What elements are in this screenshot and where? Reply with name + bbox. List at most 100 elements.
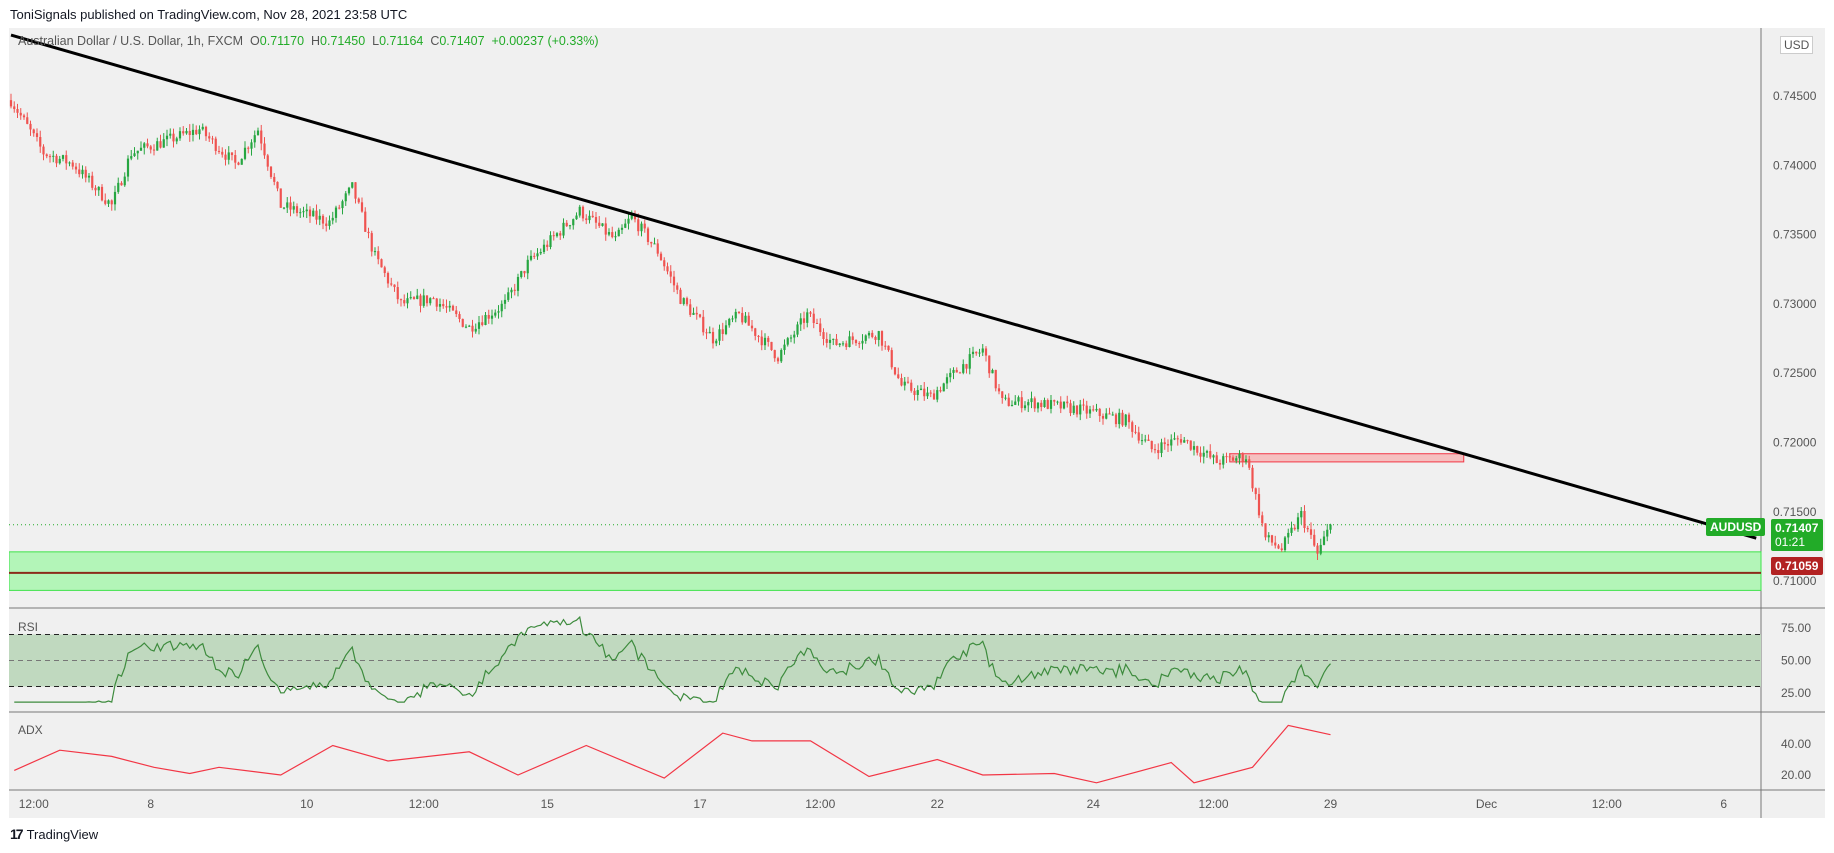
candle-body — [448, 305, 451, 308]
candle-body — [526, 259, 529, 274]
candle-body — [133, 153, 136, 157]
candle-body — [1066, 401, 1069, 404]
candle-body — [84, 169, 87, 178]
candle-body — [1150, 440, 1153, 450]
candle-body — [120, 182, 123, 186]
adx-line — [14, 724, 1331, 784]
price-tick: 0.74000 — [1773, 158, 1817, 172]
candle-body — [1020, 397, 1023, 409]
candle-body — [165, 135, 169, 140]
candle-body — [962, 364, 965, 373]
candle-body — [1092, 409, 1095, 411]
candle-body — [100, 186, 104, 201]
candle-body — [692, 312, 695, 315]
candle-body — [1017, 397, 1020, 402]
candle-body — [581, 206, 585, 219]
tradingview-logo[interactable]: 17 TradingView — [10, 826, 98, 842]
candle-body — [312, 210, 315, 217]
candle-body — [269, 166, 273, 177]
candle-body — [630, 214, 633, 219]
adx-tick: 40.00 — [1781, 737, 1811, 751]
candle-body — [13, 106, 16, 110]
candle-body — [906, 381, 910, 383]
candle-body — [1212, 455, 1215, 458]
candle-body — [802, 318, 806, 323]
candle-body — [81, 169, 84, 175]
candle-body — [250, 142, 253, 149]
candle-body — [1014, 401, 1017, 405]
candle-body — [175, 138, 178, 142]
candle-body — [682, 298, 685, 304]
candle-body — [1196, 446, 1199, 453]
symbol-name: Australian Dollar / U.S. Dollar, 1h, FXC… — [18, 34, 244, 48]
candle-body — [715, 340, 718, 344]
candle-body — [110, 200, 113, 205]
candle-body — [198, 129, 201, 135]
candle-body — [295, 206, 299, 213]
candle-body — [939, 390, 942, 392]
open-label: O — [250, 34, 260, 48]
candle-body — [1290, 527, 1293, 533]
currency-label[interactable]: USD — [1780, 36, 1814, 54]
candle-body — [741, 312, 744, 323]
candle-body — [97, 186, 100, 191]
candle-body — [627, 218, 630, 224]
time-tick: 24 — [1087, 797, 1101, 811]
candle-body — [386, 273, 390, 284]
candle-body — [149, 146, 152, 150]
candle-body — [854, 340, 858, 344]
candle-body — [669, 271, 672, 277]
candle-body — [1231, 457, 1235, 461]
candle-body — [315, 210, 318, 220]
candle-body — [640, 223, 643, 232]
candle-body — [643, 223, 646, 229]
candle-body — [435, 298, 438, 307]
candle-body — [552, 235, 555, 237]
price-tick: 0.72000 — [1773, 436, 1817, 450]
candle-body — [458, 314, 461, 319]
candle-body — [1248, 459, 1251, 468]
candle-body — [812, 313, 815, 323]
candle-body — [1062, 401, 1066, 409]
candle-body — [877, 331, 880, 340]
low-value: 0.71164 — [379, 34, 424, 48]
candle-body — [68, 162, 71, 164]
time-tick: 6 — [1720, 797, 1727, 811]
candle-body — [1049, 400, 1053, 409]
candle-body — [900, 378, 903, 386]
candle-body — [754, 328, 757, 336]
candle-body — [572, 219, 575, 226]
candle-body — [256, 130, 260, 136]
candle-body — [266, 155, 269, 167]
candle-body — [253, 135, 256, 143]
candle-body — [1095, 408, 1098, 411]
price-tick: 0.71000 — [1773, 574, 1817, 588]
candle-body — [383, 267, 386, 274]
candle-body — [1053, 400, 1056, 402]
candle-body — [412, 297, 416, 299]
chart-area[interactable]: 0.74500 0.74000 0.73500 0.73000 0.72500 0.720… — [9, 28, 1825, 818]
candle-body — [1114, 414, 1118, 425]
candle-body — [152, 149, 156, 151]
candle-body — [1238, 453, 1241, 459]
candle-body — [1088, 409, 1092, 414]
candle-body — [328, 220, 331, 226]
candle-body — [955, 369, 958, 373]
candle-body — [1001, 391, 1004, 398]
chart-canvas[interactable]: 0.74500 0.74000 0.73500 0.73000 0.72500 0.720… — [9, 28, 1825, 818]
candle-body — [988, 355, 991, 374]
candle-body — [981, 348, 984, 353]
candle-body — [471, 325, 474, 332]
candle-body — [744, 315, 747, 323]
candle-body — [9, 100, 13, 107]
candle-body — [490, 315, 494, 319]
candle-body — [1033, 398, 1036, 409]
candle-body — [887, 345, 890, 351]
candle-body — [19, 112, 22, 116]
candle-body — [594, 217, 598, 223]
candle-body — [789, 337, 793, 339]
candle-body — [568, 225, 572, 227]
candle-body — [874, 336, 877, 340]
candle-body — [864, 335, 867, 341]
candle-body — [903, 381, 906, 386]
